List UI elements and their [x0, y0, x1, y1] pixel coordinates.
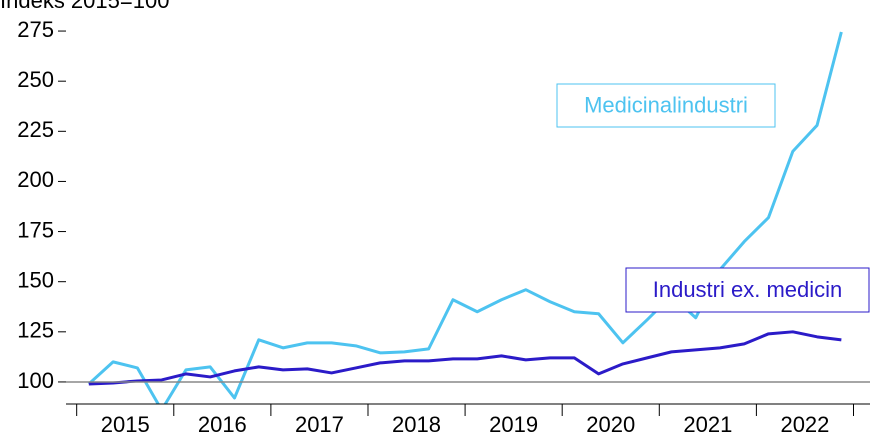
- line: [88, 330, 842, 386]
- legend-box: [556, 83, 776, 128]
- legend-label: Industri ex. medicin: [653, 277, 843, 302]
- x-tick-label: 2015: [101, 412, 150, 437]
- x-tick-label: 2018: [392, 412, 441, 437]
- x-tick-label: 2016: [198, 412, 247, 437]
- x-tick-label: 2017: [295, 412, 344, 437]
- y-tick-label: 250: [17, 67, 54, 92]
- x-tick-label: 2019: [489, 412, 538, 437]
- legend-box: [625, 267, 870, 313]
- x-tick-label: 2022: [780, 412, 829, 437]
- y-tick-label: 200: [17, 167, 54, 192]
- x-tick-label: 2021: [683, 412, 732, 437]
- y-tick-label: 275: [17, 17, 54, 42]
- y-tick-label: 150: [17, 268, 54, 293]
- x-tick-label: 2020: [586, 412, 635, 437]
- y-tick-label: 175: [17, 217, 54, 242]
- legend-label: Medicinalindustri: [584, 92, 748, 117]
- y-axis-label: Indeks 2015=100: [0, 0, 169, 13]
- y-tick-label: 100: [17, 368, 54, 393]
- y-tick-label: 125: [17, 318, 54, 343]
- y-tick-label: 225: [17, 117, 54, 142]
